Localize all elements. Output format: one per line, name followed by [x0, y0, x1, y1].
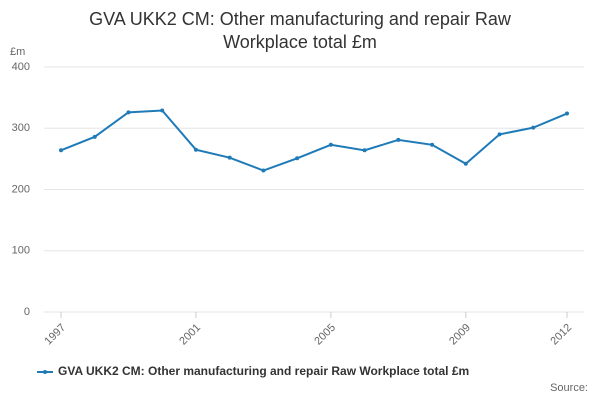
point [193, 147, 198, 152]
x-tick-label: 2012 [548, 322, 574, 348]
point [463, 161, 468, 166]
point [261, 168, 266, 173]
y-tick-label: 200 [12, 183, 30, 195]
legend-marker [43, 370, 47, 374]
point [160, 108, 165, 113]
point [430, 142, 435, 147]
legend-label: GVA UKK2 CM: Other manufacturing and rep… [58, 364, 469, 378]
x-tick-label: 2001 [177, 322, 203, 348]
point [565, 111, 569, 116]
chart-title: GVA UKK2 CM: Other manufacturing and rep… [89, 9, 511, 52]
x-tick-label: 2009 [447, 322, 473, 348]
point [227, 155, 232, 160]
point [328, 142, 333, 147]
point [396, 137, 401, 142]
point [92, 134, 97, 139]
y-axis-label: £m [10, 46, 25, 58]
x-tick-label: 1997 [42, 322, 68, 348]
x-tick-label: 2005 [312, 322, 338, 348]
point [362, 148, 367, 153]
point [126, 110, 131, 115]
point [531, 125, 536, 130]
point [497, 132, 502, 137]
y-tick-label: 100 [12, 245, 30, 257]
line [60, 109, 568, 172]
y-tick-label: 400 [12, 61, 30, 73]
y-tick-label: 300 [12, 122, 30, 134]
y-tick-label: 0 [24, 306, 30, 318]
point [295, 156, 300, 161]
point [59, 148, 63, 153]
source: Source: [550, 382, 588, 394]
